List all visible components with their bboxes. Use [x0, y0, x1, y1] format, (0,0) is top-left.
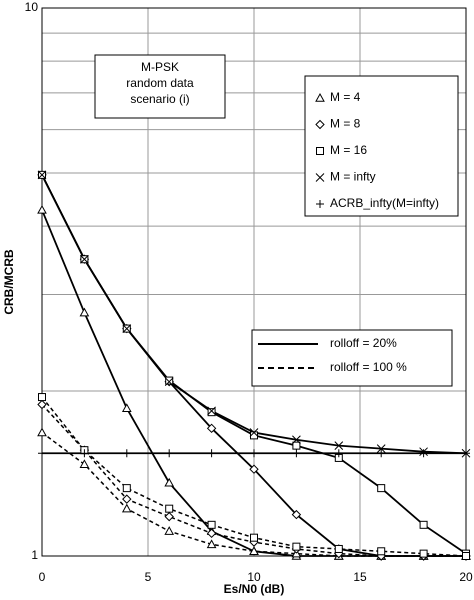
legend-label: rolloff = 20%: [330, 336, 397, 350]
legend-label: M = 8: [330, 117, 361, 131]
marker: [316, 147, 324, 155]
marker: [315, 92, 325, 102]
marker: [419, 549, 428, 558]
legend-label: M = 4: [330, 90, 361, 104]
marker: [164, 377, 174, 387]
marker: [37, 399, 47, 410]
legend-label: M = infty: [330, 170, 376, 184]
marker: [377, 547, 386, 556]
marker: [377, 449, 386, 458]
marker: [80, 254, 89, 264]
marker: [315, 119, 325, 130]
y-tick-label: 1: [31, 548, 38, 562]
annotation-text: random data: [126, 76, 194, 90]
marker: [80, 449, 89, 458]
legend-label: rolloff = 100 %: [330, 360, 407, 374]
marker: [419, 520, 428, 529]
marker: [315, 173, 325, 182]
annotation-box: [94, 54, 226, 119]
marker: [122, 484, 131, 493]
marker: [164, 477, 175, 487]
marker: [292, 542, 301, 551]
marker: [79, 459, 90, 469]
annotation-text: M-PSK: [141, 60, 179, 74]
marker: [250, 533, 258, 542]
marker: [38, 449, 46, 458]
marker: [292, 441, 301, 450]
marker: [165, 376, 174, 385]
y-tick-label: 10: [25, 0, 39, 14]
marker: [334, 449, 343, 458]
marker: [207, 449, 216, 458]
marker: [334, 544, 343, 553]
series-line: [41, 431, 466, 557]
marker: [292, 435, 301, 445]
marker: [206, 528, 217, 539]
marker: [122, 449, 131, 458]
x-axis-label: Es/N0 (dB): [224, 582, 285, 596]
x-tick-label: 10: [247, 570, 261, 584]
marker: [249, 546, 259, 555]
marker: [165, 449, 174, 458]
marker: [291, 509, 302, 520]
marker: [249, 428, 259, 437]
marker: [79, 307, 90, 317]
annotation-text: scenario (i): [130, 92, 189, 106]
legend-box: [304, 75, 459, 217]
marker: [206, 423, 217, 434]
x-tick-label: 20: [459, 570, 473, 584]
marker: [376, 444, 386, 454]
marker: [377, 484, 386, 493]
plot-frame: [41, 7, 467, 557]
marker: [207, 406, 216, 416]
marker: [207, 520, 216, 529]
x-tick-label: 15: [353, 570, 367, 584]
marker: [316, 200, 324, 208]
legend-box: [251, 329, 453, 387]
y-axis-label: CRB/MCRB: [2, 249, 16, 315]
marker: [206, 539, 217, 549]
x-tick-label: 5: [145, 570, 152, 584]
marker: [334, 441, 344, 450]
marker: [37, 204, 47, 214]
marker: [207, 408, 216, 417]
marker: [419, 449, 428, 458]
marker: [122, 494, 132, 504]
marker: [38, 393, 46, 402]
marker: [122, 324, 132, 333]
legend-label: ACRB_infty(M=infty): [330, 196, 439, 210]
marker: [292, 449, 301, 458]
marker: [164, 511, 174, 522]
marker: [37, 427, 47, 437]
marker: [250, 449, 258, 458]
marker: [121, 403, 132, 413]
x-tick-label: 0: [39, 570, 46, 584]
marker: [164, 526, 175, 535]
marker: [165, 504, 174, 513]
legend-label: M = 16: [330, 143, 367, 157]
marker: [462, 449, 470, 458]
marker: [121, 503, 132, 513]
marker: [249, 464, 259, 474]
marker: [37, 170, 47, 180]
marker: [462, 552, 470, 560]
